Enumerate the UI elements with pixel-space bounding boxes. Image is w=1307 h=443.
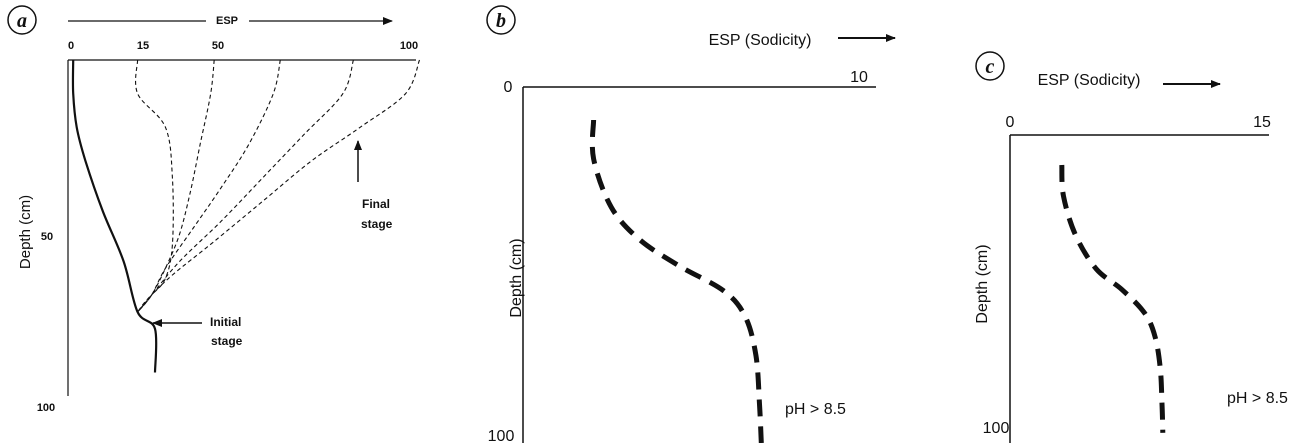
panel-c-xtick-15: 15 (1253, 114, 1271, 131)
panel-c-label-circle (975, 51, 1005, 81)
panel-a-series-5-line (137, 59, 354, 313)
panel-a-xtick-15: 15 (137, 40, 149, 52)
panel-c: c ESP (Sodicity) 0 15 Depth (cm) 100 pH … (974, 51, 1288, 443)
panel-a-final-label-line2: stage (361, 217, 393, 231)
panel-c-ph-annotation: pH > 8.5 (1227, 390, 1288, 407)
panel-a-ylabel: Depth (cm) (17, 195, 34, 269)
panel-b-xtick-max: 10 (850, 69, 868, 86)
panel-b-xtick-min: 0 (504, 79, 513, 96)
panel-b-label: b (496, 10, 506, 32)
panel-a-series-4-line (137, 59, 281, 313)
panel-c-ytick-100: 100 (983, 420, 1010, 437)
panel-c-ylabel: Depth (cm) (974, 244, 991, 323)
panel-b-ph-annotation: pH > 8.5 (785, 401, 846, 418)
panel-a: a ESP 0 15 50 100 Depth (cm) 50 100 Fina… (7, 5, 421, 414)
panel-c-xlabel: ESP (Sodicity) (1038, 72, 1141, 89)
panel-b-series-1-line (589, 119, 764, 443)
panel-a-series-3-line (137, 59, 215, 313)
panel-a-label-circle (7, 5, 37, 35)
panel-a-final-label-line1: Final (362, 197, 390, 211)
panel-b-plot (589, 119, 764, 443)
panel-a-initial-label-line2: stage (211, 334, 243, 348)
panel-a-initial-label-line1: Initial (210, 315, 241, 329)
panel-c-plot (1059, 164, 1166, 433)
panel-a-series-6-line (137, 59, 421, 313)
panel-b-label-circle (486, 5, 516, 35)
panel-a-series-2-line (135, 59, 174, 313)
panel-a-xtick-100: 100 (400, 40, 418, 52)
panel-a-xtick-50: 50 (212, 40, 224, 52)
panel-a-series-1-line (71, 59, 158, 373)
panel-c-series-1-line (1059, 164, 1166, 433)
panel-c-xtick-0: 0 (1006, 114, 1015, 131)
panel-a-ytick-50: 50 (41, 231, 53, 243)
panel-a-xlabel: ESP (216, 15, 238, 27)
panel-b-ylabel: Depth (cm) (508, 238, 525, 317)
panel-b: b ESP (Sodicity) 10 0 Depth (cm) 100 pH … (486, 5, 896, 443)
panel-a-ytick-100: 100 (37, 402, 55, 414)
panel-a-label: a (17, 10, 27, 32)
panel-b-xlabel: ESP (Sodicity) (709, 32, 812, 49)
panel-a-xtick-0: 0 (68, 40, 74, 52)
panel-a-plot (71, 59, 421, 373)
panel-b-ytick-100: 100 (488, 428, 515, 443)
panel-c-label: c (986, 56, 995, 78)
